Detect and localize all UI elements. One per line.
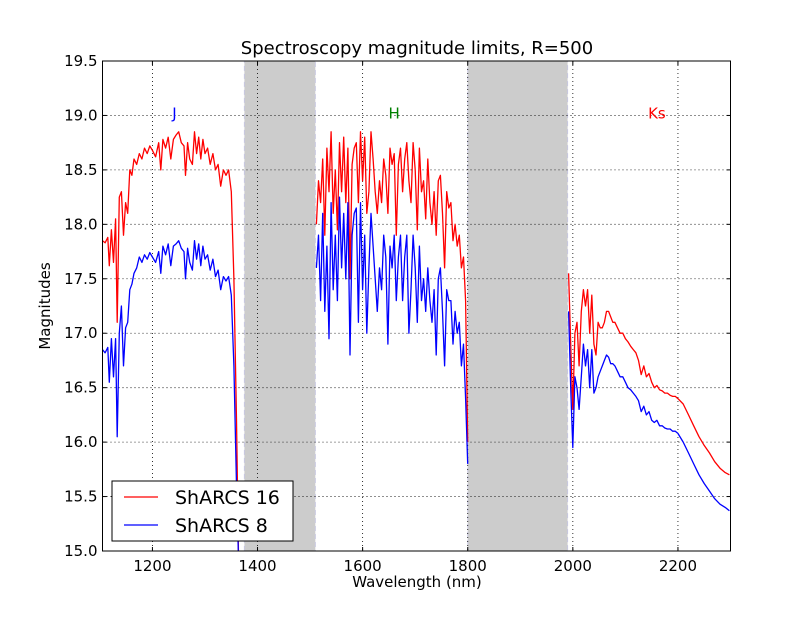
series-lines: [102, 131, 730, 551]
x-tick-label: 1200: [133, 557, 171, 575]
y-tick-label: 15.5: [64, 488, 97, 506]
x-tick-label: 2000: [554, 557, 592, 575]
band-label-j: J: [171, 104, 176, 122]
x-tick-label: 1800: [449, 557, 487, 575]
series-line-sharcs-8-segment-2: [567, 311, 730, 512]
shaded-band-1: [467, 60, 569, 552]
x-tick-label: 2200: [659, 557, 697, 575]
chart-title: Spectroscopy magnitude limits, R=500: [241, 38, 593, 59]
shaded-bands: [243, 60, 569, 552]
series-line-sharcs-16-segment-1: [315, 131, 469, 443]
y-axis-label: Magnitudes: [36, 262, 54, 349]
y-tick-label: 17.0: [64, 324, 97, 342]
shaded-band-0: [243, 60, 316, 552]
band-annotations: J H Ks: [171, 104, 666, 122]
y-tick-label: 17.5: [64, 270, 97, 288]
legend-label-sharcs8: ShARCS 8: [175, 515, 268, 537]
y-tick-label: 18.0: [64, 215, 97, 233]
legend-label-sharcs16: ShARCS 16: [175, 487, 280, 509]
x-tick-label: 1400: [238, 557, 276, 575]
y-tick-label: 18.5: [64, 161, 97, 179]
y-tick-label: 15.0: [64, 542, 97, 560]
x-axis-label: Wavelength (nm): [352, 573, 482, 591]
series-line-sharcs-8-segment-1: [315, 196, 469, 464]
legend-box: [111, 480, 294, 542]
y-tick-label: 16.0: [64, 433, 97, 451]
band-label-ks: Ks: [648, 104, 666, 122]
legend: ShARCS 16 ShARCS 8: [111, 480, 294, 542]
y-tick-label: 19.0: [64, 106, 97, 124]
series-line-sharcs-16-segment-2: [567, 273, 730, 476]
axis-ticks: 1200 1400 1600 1800 2000 2200 15.0 15.5 16.0 16.5…: [64, 52, 731, 575]
band-label-h: H: [389, 104, 400, 122]
plot-frame: [102, 60, 731, 552]
y-tick-label: 16.5: [64, 379, 97, 397]
x-tick-label: 1600: [344, 557, 382, 575]
series-line-sharcs-16-segment-0: [102, 131, 240, 551]
series-line-sharcs-8-segment-0: [102, 240, 239, 551]
y-tick-label: 19.5: [64, 52, 97, 70]
